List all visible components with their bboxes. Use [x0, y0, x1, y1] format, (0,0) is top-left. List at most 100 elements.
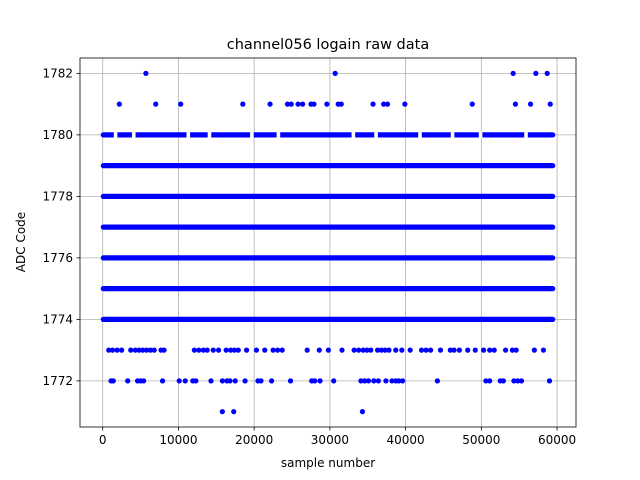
band-gap	[276, 131, 281, 138]
data-point	[375, 347, 381, 353]
data-point	[223, 347, 229, 353]
dense-level-band	[100, 163, 556, 169]
data-point	[300, 101, 306, 107]
data-point	[402, 101, 408, 107]
data-point	[231, 409, 237, 415]
data-point	[381, 101, 387, 107]
data-point	[338, 101, 344, 107]
data-point	[204, 347, 210, 353]
data-point	[288, 101, 294, 107]
data-point	[275, 347, 281, 353]
data-point	[191, 347, 197, 353]
data-point	[364, 347, 370, 353]
x-tick-label: 0	[99, 433, 107, 447]
data-point	[161, 347, 167, 353]
dense-level-bands	[100, 131, 556, 322]
data-point	[447, 347, 453, 353]
data-point	[418, 347, 425, 353]
data-point	[312, 378, 318, 384]
data-point	[141, 378, 147, 384]
data-point	[382, 347, 388, 353]
data-point	[316, 347, 322, 353]
data-point	[389, 378, 395, 384]
x-tick-label: 10000	[159, 433, 197, 447]
data-point	[262, 347, 268, 353]
x-tick-label: 40000	[387, 433, 425, 447]
data-point	[365, 378, 372, 384]
data-point	[153, 101, 159, 107]
band-gap	[351, 131, 356, 138]
data-point	[500, 378, 506, 384]
y-tick-label: 1778	[42, 189, 73, 203]
data-point	[456, 347, 462, 353]
data-point	[472, 347, 478, 353]
data-point	[396, 378, 402, 384]
data-point	[332, 70, 338, 76]
data-point	[159, 378, 166, 384]
data-point	[515, 378, 521, 384]
band-gap	[131, 131, 136, 138]
data-point	[434, 378, 441, 384]
data-point	[110, 378, 116, 384]
y-tick-label: 1772	[42, 374, 73, 388]
chart-title: channel056 logain raw data	[227, 37, 429, 53]
data-point	[196, 347, 202, 353]
y-tick-label: 1776	[42, 251, 73, 265]
band-gap	[250, 131, 254, 138]
data-point	[176, 378, 182, 384]
data-point	[317, 378, 323, 384]
data-point	[540, 347, 547, 353]
data-point	[527, 101, 534, 107]
data-point	[136, 347, 142, 353]
data-point	[219, 409, 225, 415]
data-point	[208, 378, 214, 384]
data-point	[231, 347, 238, 353]
data-point	[268, 378, 275, 384]
band-gap	[374, 131, 378, 138]
data-point	[351, 347, 357, 353]
data-point	[437, 347, 444, 353]
dense-level-band	[100, 132, 556, 138]
band-gap	[450, 131, 455, 138]
data-point	[407, 347, 413, 353]
band-gap	[207, 131, 212, 138]
data-point	[295, 101, 301, 107]
data-point	[311, 101, 317, 107]
data-point	[362, 378, 368, 384]
y-axis-ticks: 1772 1774 1776 1778 1780 1782	[42, 66, 80, 388]
data-point	[287, 378, 294, 384]
data-point	[144, 347, 150, 353]
dense-level-band	[100, 224, 556, 230]
x-tick-label: 60000	[538, 433, 576, 447]
data-point	[128, 347, 134, 353]
data-point	[378, 347, 384, 353]
data-point	[242, 378, 248, 384]
data-point	[227, 378, 233, 384]
data-point	[267, 101, 273, 107]
band-gap	[113, 131, 118, 138]
band-gap	[478, 131, 483, 138]
x-tick-label: 50000	[462, 433, 500, 447]
dense-level-band	[100, 316, 556, 322]
data-point	[531, 347, 537, 353]
y-tick-label: 1782	[42, 66, 73, 80]
y-axis-label: ADC Code	[14, 212, 28, 272]
data-point	[359, 409, 366, 415]
data-point	[370, 101, 376, 107]
data-point	[235, 347, 241, 353]
data-point	[151, 347, 157, 353]
data-point	[547, 101, 553, 107]
data-point	[399, 378, 406, 384]
data-point	[491, 347, 497, 353]
data-point	[109, 347, 116, 353]
x-tick-label: 30000	[311, 433, 349, 447]
data-point	[451, 347, 457, 353]
y-tick-label: 1774	[42, 312, 73, 326]
data-point	[325, 347, 331, 353]
data-point	[147, 347, 154, 353]
data-point	[358, 378, 364, 384]
data-point	[125, 378, 131, 384]
data-point	[502, 347, 509, 353]
data-point	[279, 347, 285, 353]
